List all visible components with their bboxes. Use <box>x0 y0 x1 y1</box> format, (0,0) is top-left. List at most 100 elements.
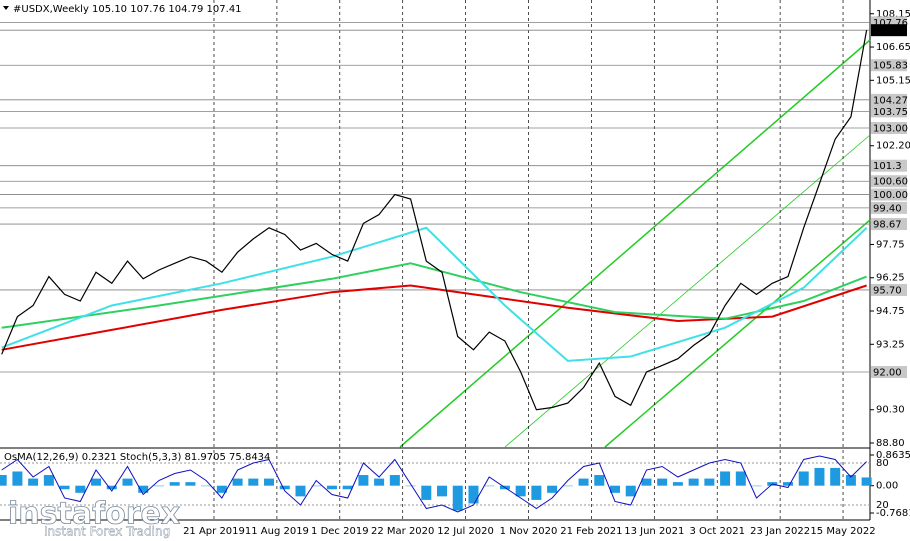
x-tick-label: 3 Oct 2021 <box>689 526 744 537</box>
level-label-box <box>871 59 907 72</box>
osma-bar <box>311 485 322 487</box>
x-tick-label: 13 Jun 2021 <box>624 526 684 537</box>
level-label-box <box>871 188 907 201</box>
osma-bar <box>657 478 668 486</box>
x-tick-label: 1 Nov 2020 <box>500 526 558 537</box>
osma-bar <box>122 478 133 486</box>
osma-bar <box>358 475 369 486</box>
level-label-box <box>871 121 907 134</box>
level-label: 103.75 <box>873 107 908 118</box>
osma-bar <box>531 485 542 500</box>
watermark-brand: instaforex <box>8 497 180 532</box>
y-tick-label: 90.30 <box>876 405 905 416</box>
y2-tick-label: 80 <box>876 458 889 469</box>
x-tick-label: 15 May 2022 <box>810 526 875 537</box>
stochastic-line <box>1 455 867 513</box>
y-tick-label: 88.80 <box>876 438 905 449</box>
x-tick-label: 21 Apr 2019 <box>183 526 245 537</box>
y-tick-label: 108.15 <box>876 9 910 20</box>
y-tick-label: 105.15 <box>876 75 910 86</box>
osma-bar <box>704 478 715 486</box>
y-tick-label: 93.25 <box>876 339 905 350</box>
x-tick-label: 1 Dec 2019 <box>311 526 369 537</box>
level-label: 107.41 <box>873 26 908 37</box>
osma-bar <box>216 485 227 493</box>
osma-bar <box>59 485 70 490</box>
osma-bar <box>594 475 605 486</box>
osma-bar <box>437 485 448 497</box>
y-tick-label: 94.75 <box>876 306 905 317</box>
osma-bar <box>625 485 636 497</box>
osma-bar <box>248 478 259 486</box>
level-label: 99.40 <box>873 203 902 214</box>
osma-bar <box>153 485 164 487</box>
osma-bar <box>578 478 589 486</box>
channel-line <box>504 134 871 448</box>
level-label-box <box>871 218 907 231</box>
osma-bar <box>342 485 353 490</box>
osma-bar <box>672 482 683 486</box>
osma-bar <box>75 485 86 493</box>
channel-line <box>604 219 871 448</box>
osma-bar <box>0 475 7 486</box>
osma-bar <box>374 478 385 486</box>
level-label: 95.70 <box>873 285 902 296</box>
osma-bar <box>138 485 149 493</box>
osma-bar <box>279 485 290 490</box>
osma-bar <box>861 477 872 486</box>
osma-bar <box>751 485 762 487</box>
level-label: 100.00 <box>873 190 908 201</box>
osma-bar <box>106 485 117 490</box>
indicator-title: OsMA(12,26,9) 0.2321 Stoch(5,3,3) 81.970… <box>4 452 270 463</box>
osma-bar <box>185 482 196 486</box>
y-tick-label: 0.00 <box>876 481 898 492</box>
title-marker <box>3 6 9 10</box>
osma-bar <box>326 485 337 490</box>
osma-bar <box>389 475 400 486</box>
osma-bar <box>845 475 856 486</box>
osma-bar <box>515 485 526 497</box>
level-label-box <box>871 283 907 296</box>
y-tick-label: 106.65 <box>876 42 910 53</box>
chart-title: #USDX,Weekly 105.10 107.76 104.79 107.41 <box>13 4 242 15</box>
y-tick-label: 97.75 <box>876 239 905 250</box>
level-label-box <box>871 24 907 37</box>
osma-bar <box>295 485 306 497</box>
moving-average <box>1 226 868 362</box>
osma-bar <box>232 478 243 486</box>
osma-bar <box>547 485 558 493</box>
level-label-box <box>871 175 907 188</box>
osma-bar <box>484 485 495 487</box>
osma-bar <box>468 485 479 504</box>
y-tick-label: -0.7681 <box>876 508 910 519</box>
osma-bar <box>782 482 793 486</box>
osma-bar <box>264 478 275 486</box>
x-tick-label: 23 Jan 2022 <box>750 526 810 537</box>
osma-bar <box>12 471 23 486</box>
osma-bar <box>169 482 180 486</box>
level-label: 98.67 <box>873 220 902 231</box>
osma-bar <box>405 485 416 487</box>
osma-bar <box>452 485 463 511</box>
level-label: 105.83 <box>873 61 908 72</box>
moving-average <box>1 262 867 329</box>
y2-tick-label: 20 <box>876 500 889 511</box>
layout <box>0 0 871 521</box>
level-label-box <box>871 366 907 379</box>
y-tick-label: 96.25 <box>876 273 905 284</box>
osma-bar <box>735 471 746 486</box>
level-label-box <box>871 105 907 118</box>
osma-bar <box>91 478 102 486</box>
level-label-box <box>871 201 907 214</box>
x-tick-label: 11 Aug 2019 <box>245 526 309 537</box>
level-label: 92.00 <box>873 368 902 379</box>
level-label: 103.00 <box>873 123 908 134</box>
level-label: 100.60 <box>873 177 908 188</box>
osma-bar <box>641 478 652 486</box>
osma-bar <box>43 475 54 486</box>
level-label-box <box>871 93 907 106</box>
y-tick-label: 102.20 <box>876 141 910 152</box>
channel-line <box>399 39 871 448</box>
